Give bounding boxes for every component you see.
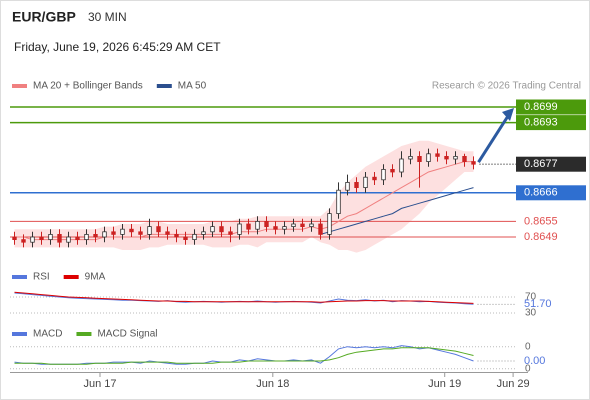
- candle-body: [57, 233, 62, 243]
- legend-label: RSI: [33, 272, 50, 283]
- line-series: [14, 345, 474, 365]
- level-label: 0.8666: [524, 187, 558, 199]
- bollinger-band: [14, 140, 474, 253]
- y-tick-label: 0: [525, 341, 531, 352]
- candle-body: [129, 228, 134, 233]
- legend-label: 9MA: [85, 272, 106, 283]
- level-label: 0.8699: [524, 101, 558, 113]
- candle-body: [39, 236, 44, 240]
- y-tick-label: 0: [525, 363, 531, 374]
- value-label: 51.70: [524, 298, 552, 310]
- candle-body: [345, 181, 350, 191]
- candle-body: [354, 181, 359, 188]
- candle-body: [255, 220, 260, 230]
- candle-body: [363, 176, 368, 188]
- level-box: [516, 185, 586, 201]
- candle-body: [381, 168, 386, 181]
- candle-body: [273, 226, 278, 230]
- level-label: 0.8655: [524, 215, 558, 227]
- candle-body: [435, 153, 440, 157]
- line-series: [14, 291, 474, 304]
- candle-body: [75, 236, 80, 240]
- candle-body: [93, 233, 98, 238]
- candle-body: [138, 231, 143, 235]
- x-tick-label: Jun 19: [428, 378, 461, 390]
- legend-label: MA 20 + Bollinger Bands: [33, 81, 143, 92]
- candle-body: [120, 228, 125, 235]
- line-series: [320, 187, 474, 235]
- candle-body: [264, 220, 269, 227]
- chart-title: EUR/GBP: [12, 9, 76, 25]
- candle-body: [156, 226, 161, 233]
- candle-body: [318, 223, 323, 235]
- candle-body: [147, 226, 152, 235]
- candle-body: [462, 155, 467, 162]
- level-box: [516, 156, 586, 172]
- candle-body: [309, 223, 314, 227]
- legend-label: MACD: [33, 329, 62, 340]
- candle-body: [30, 236, 35, 243]
- legend-label: MACD Signal: [97, 329, 157, 340]
- x-tick-label: Jun 17: [83, 378, 116, 390]
- legend-swatch: [156, 84, 172, 88]
- candle-body: [300, 223, 305, 227]
- candle-body: [48, 233, 53, 240]
- source: Research © 2026 Trading Central: [432, 81, 581, 92]
- subtitle: Friday, June 19, 2026 6:45:29 AM CET: [14, 40, 221, 54]
- candle-body: [336, 189, 341, 214]
- candle-body: [174, 233, 179, 238]
- forecast-arrowhead: [502, 108, 514, 121]
- legend-label: MA 50: [178, 81, 207, 92]
- candle-body: [390, 168, 395, 173]
- candle-body: [444, 155, 449, 160]
- level-label: 0.8677: [524, 158, 558, 170]
- candle-body: [111, 231, 116, 235]
- candle-body: [282, 226, 287, 230]
- legend-swatch: [63, 275, 79, 279]
- candle-body: [84, 233, 89, 240]
- candle-body: [372, 176, 377, 181]
- candle-body: [291, 223, 296, 227]
- candle-body: [417, 155, 422, 162]
- candle-body: [201, 231, 206, 235]
- value-label: 0.00: [524, 355, 545, 367]
- candle-body: [192, 233, 197, 240]
- candle-body: [399, 158, 404, 173]
- candle-body: [471, 161, 476, 165]
- line-series: [14, 347, 474, 365]
- candle-body: [102, 231, 107, 238]
- legend-swatch: [12, 84, 27, 88]
- candle-body: [228, 231, 233, 235]
- candle-body: [12, 236, 17, 240]
- legend-swatch: [12, 332, 27, 336]
- level-label: 0.8649: [524, 231, 558, 243]
- legend-swatch: [12, 275, 27, 279]
- level-box: [516, 115, 586, 131]
- legend-swatch: [76, 332, 92, 336]
- candle-body: [327, 213, 332, 235]
- candle-body: [246, 223, 251, 230]
- forecast-arrow: [477, 115, 510, 164]
- candle-body: [66, 236, 71, 243]
- candle-body: [237, 223, 242, 235]
- interval: 30 MIN: [88, 10, 127, 24]
- candle-body: [219, 226, 224, 233]
- y-tick-label: 30: [525, 308, 537, 319]
- candle-body: [183, 236, 188, 240]
- y-tick-label: 70: [525, 292, 537, 303]
- candle-body: [21, 239, 26, 243]
- candle-body: [408, 155, 413, 160]
- candle-body: [426, 153, 431, 163]
- x-tick-label: Jun 29: [497, 378, 530, 390]
- x-tick-label: Jun 18: [256, 378, 289, 390]
- level-label: 0.8693: [524, 117, 558, 129]
- line-series: [14, 161, 474, 241]
- level-box: [516, 99, 586, 115]
- candle-body: [210, 226, 215, 233]
- candle-body: [453, 155, 458, 160]
- candle-body: [165, 231, 170, 235]
